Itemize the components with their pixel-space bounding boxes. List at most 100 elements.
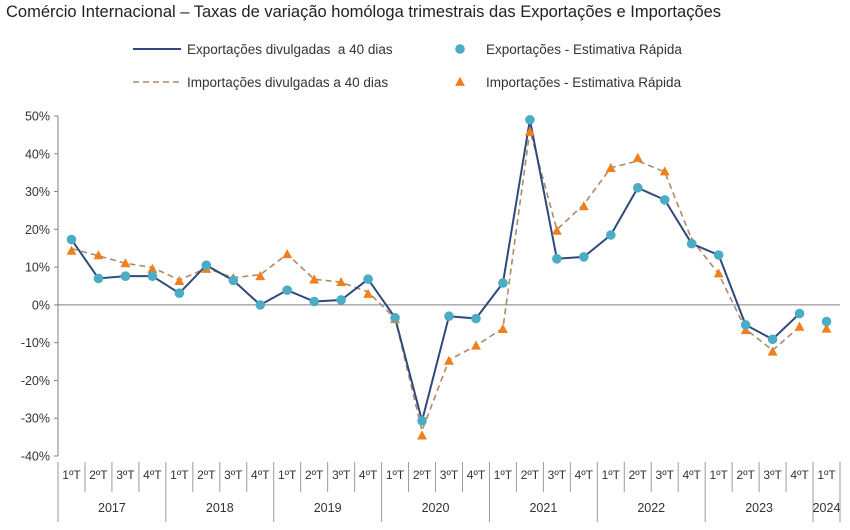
imports-estimate-point <box>255 270 266 281</box>
exports-estimate-point <box>282 285 293 295</box>
quarter-label: 2ºT <box>197 468 216 482</box>
y-tick-label: 20% <box>25 223 50 237</box>
exports-estimate-point <box>417 416 427 426</box>
quarter-label: 4ºT <box>359 468 378 482</box>
imports-estimate-point <box>120 258 131 268</box>
exports-estimate-point <box>255 300 266 310</box>
exports-estimate-point <box>740 320 751 330</box>
imports-line <box>71 129 801 432</box>
legend: Exportações divulgadas a 40 dias Exportaç… <box>133 42 682 90</box>
exports-estimate-point <box>498 278 508 288</box>
quarter-label: 1ºT <box>386 468 405 482</box>
imports-estimate-point <box>659 166 670 176</box>
imports-estimate-point <box>632 152 643 162</box>
imports-estimate-point <box>174 275 185 285</box>
imports-estimate-point <box>821 323 832 333</box>
quarter-label: 3ºT <box>224 468 243 482</box>
exports-estimate-point <box>552 253 562 264</box>
quarter-label: 1ºT <box>62 468 81 482</box>
imports-estimate-point <box>336 277 347 287</box>
quarter-label: 2ºT <box>736 468 755 482</box>
imports-estimate-point <box>363 288 374 298</box>
exports-estimate-point <box>66 234 77 245</box>
legend-label: Importações - Estimativa Rápida <box>486 75 682 90</box>
quarter-label: 4ºT <box>467 468 486 482</box>
quarter-label: 4ºT <box>251 468 270 482</box>
imports-estimate-point <box>713 268 724 278</box>
exports-line <box>70 118 801 422</box>
y-tick-label: 0% <box>32 298 50 312</box>
imports-estimate-point <box>605 162 616 173</box>
y-tick-label: -10% <box>21 336 50 350</box>
quarter-label: 2ºT <box>413 468 432 482</box>
imports-estimate-point <box>471 340 481 350</box>
imports-estimate-point <box>417 430 427 440</box>
exports-estimate-point <box>579 252 589 262</box>
quarter-label: 4ºT <box>682 468 701 482</box>
year-label: 2024 <box>813 501 841 515</box>
exports-estimate-point <box>713 250 724 260</box>
exports-estimate-point <box>821 316 832 327</box>
quarter-label: 1ºT <box>709 468 728 482</box>
exports-estimate-point <box>147 271 158 281</box>
exports-estimate-point <box>390 312 400 323</box>
quarter-label: 2ºT <box>305 468 324 482</box>
imports-estimate-point <box>497 323 508 333</box>
imports-estimate-point <box>66 245 77 255</box>
exports-estimate-point <box>525 114 535 125</box>
quarter-label: 3ºT <box>116 468 135 482</box>
quarter-label: 1ºT <box>170 468 189 482</box>
exports-estimate-point <box>228 275 239 286</box>
exports-estimate-point <box>659 195 670 205</box>
y-tick-label: -30% <box>21 412 50 426</box>
y-tick-label: 50% <box>25 110 50 124</box>
exports-estimate-point <box>93 273 104 284</box>
series-layer <box>66 114 832 440</box>
imports-estimate-point <box>767 346 778 356</box>
imports-estimate-point <box>551 225 562 235</box>
imports-estimate-point <box>147 263 158 273</box>
imports-estimate-point <box>444 355 454 365</box>
imports-estimate-point <box>93 250 104 260</box>
year-label: 2020 <box>422 501 450 515</box>
y-tick-label: 10% <box>25 261 50 275</box>
chart-axes: -40% -30% -20% -10% 0% 10% 20% 30% 40% 50% 1ºT 2ºT 3… <box>21 110 841 522</box>
legend-label: Exportações divulgadas a 40 dias <box>187 42 393 57</box>
year-label: 2021 <box>529 501 557 515</box>
imports-estimate-point <box>309 274 320 284</box>
quarter-label: 1ºT <box>278 468 297 482</box>
exports-estimate-point <box>174 288 185 298</box>
exports-estimate-point <box>686 238 697 249</box>
year-label: 2017 <box>98 501 126 515</box>
quarter-label: 3ºT <box>763 468 782 482</box>
quarter-label: 3ºT <box>332 468 351 482</box>
quarter-label: 2ºT <box>89 468 108 482</box>
exports-estimate-point <box>363 274 373 285</box>
y-tick-label: -40% <box>21 450 50 464</box>
exports-estimate-point <box>605 230 616 240</box>
imports-estimate-point <box>794 321 805 331</box>
quarter-label: 3ºT <box>548 468 567 482</box>
year-label: 2018 <box>206 501 234 515</box>
quarter-label: 4ºT <box>143 468 162 482</box>
quarter-label: 1ºT <box>817 468 836 482</box>
year-label: 2023 <box>745 501 773 515</box>
quarter-label: 2ºT <box>629 468 648 482</box>
legend-swatch-imports-estimate <box>455 76 465 86</box>
exports-estimate-point <box>794 308 805 319</box>
legend-label: Importações divulgadas a 40 dias <box>187 75 388 90</box>
exports-estimate-point <box>336 295 346 305</box>
y-tick-label: 40% <box>25 147 50 161</box>
y-tick-label: 30% <box>25 185 50 199</box>
y-tick-label: -20% <box>21 374 50 388</box>
quarter-label: 1ºT <box>602 468 621 482</box>
exports-estimate-point <box>632 182 643 193</box>
exports-estimate-point <box>767 334 778 345</box>
imports-estimate-point <box>524 126 535 136</box>
legend-label: Exportações - Estimativa Rápida <box>486 42 682 57</box>
quarter-label: 4ºT <box>575 468 594 482</box>
imports-estimate-point <box>282 249 293 259</box>
quarter-label: 1ºT <box>494 468 513 482</box>
legend-swatch-exports-estimate <box>455 44 465 54</box>
